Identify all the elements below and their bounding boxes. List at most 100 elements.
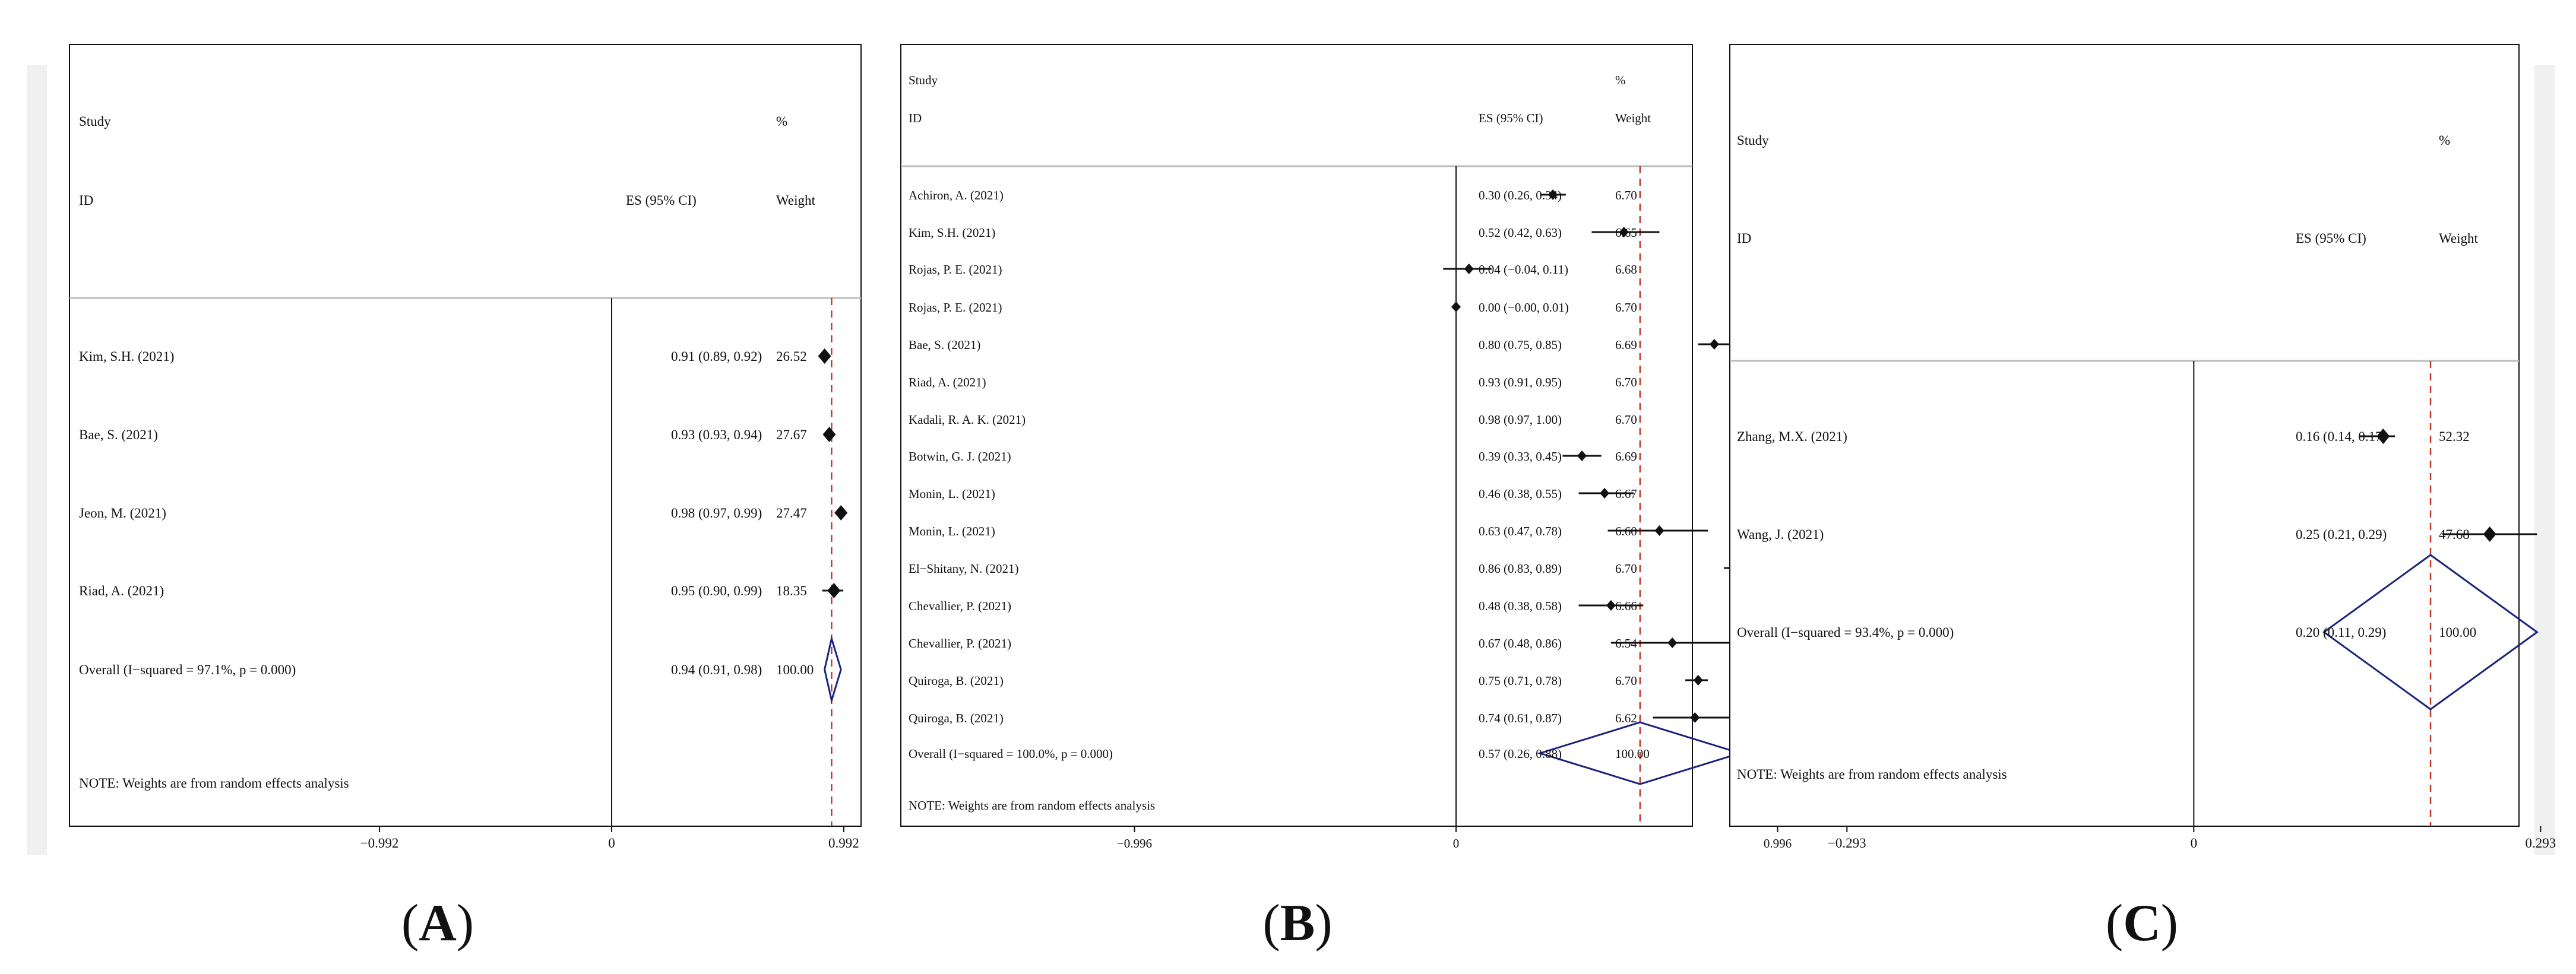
- header-weight: Weight: [776, 193, 815, 208]
- overall-label: Overall (I−squared = 93.4%, p = 0.000): [1737, 625, 1954, 640]
- study-name: Chevallier, P. (2021): [909, 599, 1011, 613]
- forest-panel-c: Study ID ES (95% CI)% Weight Zhang, M.X. (20…: [1729, 44, 2556, 851]
- study-weight: 6.70: [1615, 413, 1637, 427]
- header-es: ES (95% CI): [626, 193, 697, 208]
- study-name: Jeon, M. (2021): [79, 506, 166, 521]
- right-margin-strip: [2534, 65, 2555, 855]
- forest-panel-b: Study ID ES (95% CI)% Weight Achiron, A. (20…: [900, 44, 1792, 851]
- header-pct: %: [776, 114, 787, 129]
- header-weight: Weight: [1615, 111, 1651, 125]
- study-es: 0.98 (0.97, 0.99): [671, 506, 762, 521]
- study-name: Monin, L. (2021): [909, 524, 995, 538]
- x-tick-label: −0.293: [1828, 836, 1866, 851]
- study-es: 0.75 (0.71, 0.78): [1479, 674, 1562, 688]
- header-pct: %: [1615, 73, 1626, 87]
- study-point: [1606, 600, 1616, 611]
- study-es: 0.67 (0.48, 0.86): [1479, 636, 1562, 651]
- study-es: 0.91 (0.89, 0.92): [671, 349, 762, 364]
- study-name: Bae, S. (2021): [909, 338, 980, 352]
- study-name: El−Shitany, N. (2021): [909, 561, 1018, 576]
- overall-weight: 100.00: [2439, 625, 2476, 640]
- study-name: Kim, S.H. (2021): [79, 349, 174, 364]
- study-es: 0.39 (0.33, 0.45): [1479, 449, 1562, 464]
- study-weight: 47.68: [2439, 527, 2470, 542]
- note-text: NOTE: Weights are from random effects an…: [1737, 767, 2007, 782]
- study-point: [2483, 526, 2496, 542]
- header-study: Study: [79, 114, 111, 129]
- study-point: [1693, 675, 1703, 686]
- header-id: ID: [1737, 231, 1751, 246]
- study-es: 0.16 (0.14, 0.17): [2296, 429, 2387, 444]
- study-name: Wang, J. (2021): [1737, 527, 1824, 542]
- study-es: 0.25 (0.21, 0.29): [2296, 527, 2387, 542]
- study-name: Riad, A. (2021): [79, 583, 164, 598]
- study-es: 0.00 (−0.00, 0.01): [1479, 300, 1569, 315]
- study-weight: 6.54: [1615, 636, 1637, 651]
- header-es: ES (95% CI): [1479, 111, 1543, 125]
- study-name: Chevallier, P. (2021): [909, 636, 1011, 651]
- study-weight: 27.67: [776, 427, 807, 442]
- study-weight: 6.70: [1615, 561, 1637, 576]
- plot-frame: [1729, 44, 2520, 827]
- study-name: Achiron, A. (2021): [909, 188, 1004, 202]
- study-point: [2376, 429, 2390, 444]
- study-weight: 6.65: [1615, 226, 1637, 240]
- panel-label-a: (A): [401, 894, 474, 952]
- x-tick-label: 0: [608, 836, 615, 851]
- overall-diamond: [2322, 554, 2539, 710]
- study-point: [827, 583, 841, 598]
- header-id: ID: [79, 193, 93, 208]
- study-weight: 6.70: [1615, 674, 1637, 688]
- study-name: Monin, L. (2021): [909, 487, 995, 501]
- study-name: Rojas, P. E. (2021): [909, 300, 1002, 315]
- x-tick-label: 0: [1453, 836, 1460, 851]
- overall-weight: 100.00: [1615, 747, 1650, 761]
- panel-label-c: (C): [2105, 894, 2179, 952]
- study-es: 0.74 (0.61, 0.87): [1479, 711, 1562, 725]
- study-name: Bae, S. (2021): [79, 427, 158, 442]
- study-es: 0.98 (0.97, 1.00): [1479, 413, 1562, 427]
- overall-label: Overall (I−squared = 100.0%, p = 0.000): [909, 747, 1113, 761]
- study-es: 0.46 (0.38, 0.55): [1479, 487, 1562, 501]
- x-tick-label: −0.992: [360, 836, 399, 851]
- study-name: Riad, A. (2021): [909, 375, 986, 389]
- study-es: 0.48 (0.38, 0.58): [1479, 599, 1562, 613]
- study-point: [1548, 189, 1558, 200]
- plot-frame: [900, 44, 1693, 827]
- study-weight: 18.35: [776, 583, 807, 598]
- overall-label: Overall (I−squared = 97.1%, p = 0.000): [79, 662, 296, 677]
- study-point: [818, 348, 831, 364]
- study-point: [1451, 302, 1461, 312]
- header-id: ID: [909, 111, 922, 125]
- study-name: Rojas, P. E. (2021): [909, 262, 1002, 277]
- overall-diamond: [824, 635, 842, 704]
- overall-es: 0.57 (0.26, 0.88): [1479, 747, 1562, 761]
- study-es: 0.95 (0.90, 0.99): [671, 583, 762, 598]
- study-weight: 6.69: [1615, 449, 1637, 464]
- study-point: [1464, 264, 1474, 274]
- study-weight: 26.52: [776, 349, 807, 364]
- study-weight: 6.62: [1615, 711, 1637, 725]
- study-weight: 6.67: [1615, 487, 1637, 501]
- study-weight: 6.69: [1615, 338, 1637, 352]
- study-weight: 6.70: [1615, 375, 1637, 389]
- study-point: [1709, 339, 1719, 350]
- overall-weight: 100.00: [776, 662, 814, 677]
- study-weight: 6.66: [1615, 599, 1637, 613]
- study-es: 0.04 (−0.04, 0.11): [1479, 262, 1568, 277]
- note-text: NOTE: Weights are from random effects an…: [909, 798, 1155, 813]
- header-weight: Weight: [2439, 231, 2478, 246]
- study-es: 0.80 (0.75, 0.85): [1479, 338, 1562, 352]
- study-point: [1690, 712, 1700, 723]
- header-study: Study: [909, 73, 938, 87]
- header-es: ES (95% CI): [2296, 231, 2366, 246]
- header-study: Study: [1737, 133, 1769, 148]
- x-tick-label: 0: [2191, 836, 2198, 851]
- study-name: Kim, S.H. (2021): [909, 226, 995, 240]
- plot-frame: [69, 44, 862, 827]
- study-weight: 6.70: [1615, 188, 1637, 202]
- study-point: [1619, 227, 1629, 237]
- study-es: 0.63 (0.47, 0.78): [1479, 524, 1562, 538]
